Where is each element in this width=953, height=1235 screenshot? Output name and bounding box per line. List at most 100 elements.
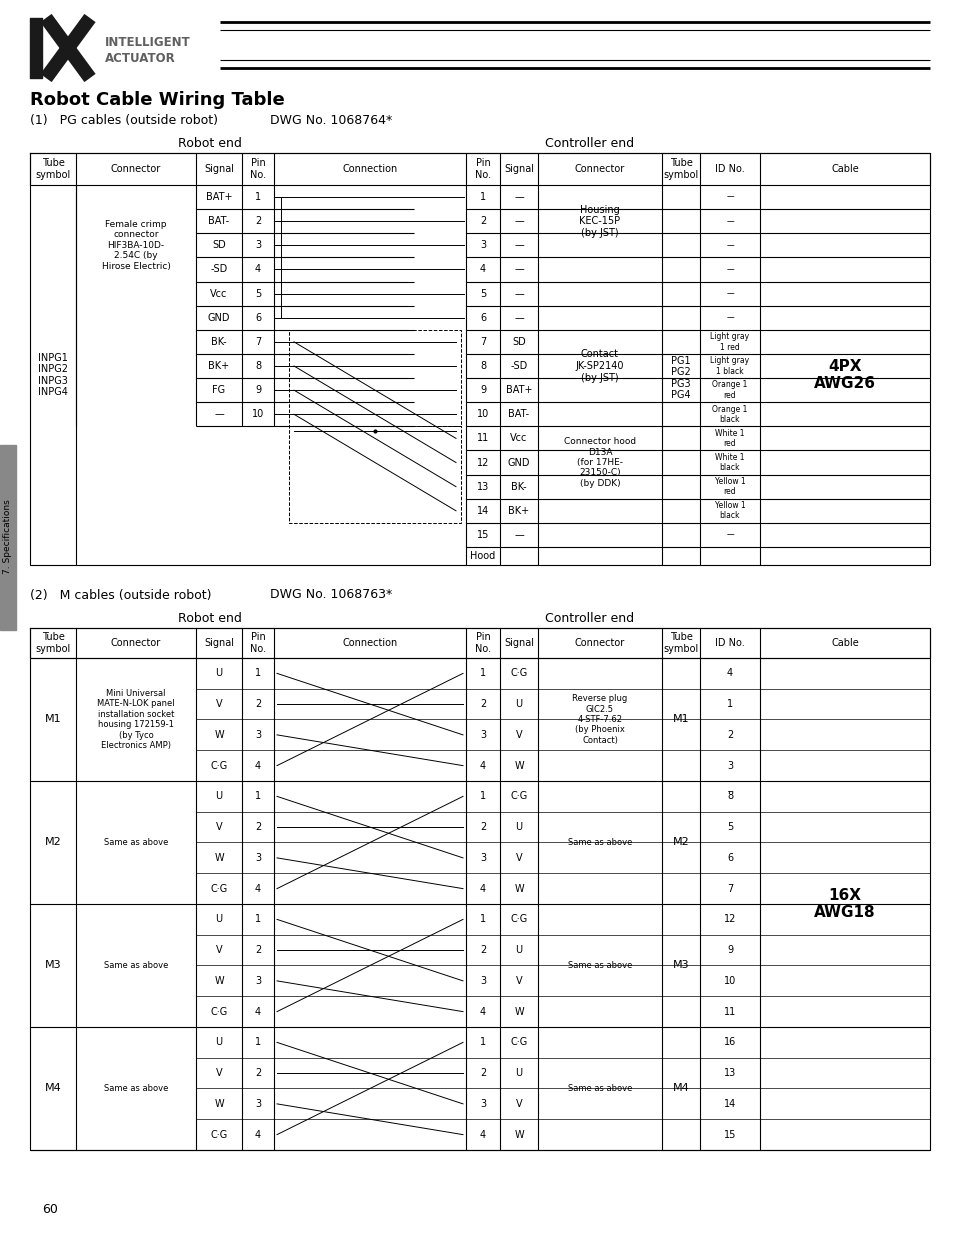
Text: 1: 1 (479, 792, 485, 802)
Text: V: V (516, 976, 521, 986)
Text: U: U (515, 1068, 522, 1078)
Text: GND: GND (208, 312, 230, 322)
Text: —: — (514, 241, 523, 251)
Text: Signal: Signal (204, 638, 233, 648)
Text: 4: 4 (479, 761, 485, 771)
Text: Female crimp
connector
HIF3BA-10D-
2.54C (by
Hirose Electric): Female crimp connector HIF3BA-10D- 2.54C… (101, 220, 171, 270)
Text: Tube
symbol: Tube symbol (35, 632, 71, 653)
Text: (1)   PG cables (outside robot): (1) PG cables (outside robot) (30, 114, 218, 126)
Text: Orange 1
black: Orange 1 black (712, 405, 747, 424)
Text: C·G: C·G (510, 668, 527, 678)
Text: W: W (514, 1130, 523, 1140)
Text: 2: 2 (479, 823, 486, 832)
Text: C·G: C·G (211, 1130, 228, 1140)
Text: 1: 1 (254, 1037, 261, 1047)
Text: 3: 3 (479, 241, 485, 251)
Text: —: — (725, 289, 733, 298)
Text: 7. Specifications: 7. Specifications (4, 500, 12, 574)
Text: U: U (215, 668, 222, 678)
Text: 4: 4 (254, 761, 261, 771)
Text: Connector: Connector (111, 164, 161, 174)
Text: 9: 9 (726, 945, 732, 955)
Text: 9: 9 (479, 385, 485, 395)
Text: 2: 2 (254, 945, 261, 955)
Text: 11: 11 (476, 433, 489, 443)
Text: Signal: Signal (204, 164, 233, 174)
Text: BAT-: BAT- (208, 216, 230, 226)
Text: 4: 4 (254, 264, 261, 274)
Text: U: U (215, 1037, 222, 1047)
Text: INPG1
INPG2
INPG3
INPG4: INPG1 INPG2 INPG3 INPG4 (38, 353, 68, 398)
Text: SD: SD (212, 241, 226, 251)
Text: DWG No. 1068764*: DWG No. 1068764* (270, 114, 392, 126)
Text: 13: 13 (476, 482, 489, 492)
Text: -SD: -SD (211, 264, 228, 274)
Text: Orange 1
red: Orange 1 red (712, 380, 747, 400)
Text: 1: 1 (254, 193, 261, 203)
Text: W: W (514, 761, 523, 771)
Text: 6: 6 (254, 312, 261, 322)
Text: BK+: BK+ (508, 506, 529, 516)
Text: BAT+: BAT+ (206, 193, 232, 203)
Text: M1: M1 (45, 715, 61, 725)
Text: BAT-: BAT- (508, 409, 529, 419)
Text: 3: 3 (254, 1099, 261, 1109)
Text: Signal: Signal (503, 638, 534, 648)
Text: 2: 2 (254, 216, 261, 226)
Text: M4: M4 (672, 1083, 689, 1093)
Text: 1: 1 (479, 1037, 485, 1047)
Text: Connector: Connector (575, 164, 624, 174)
Text: Same as above: Same as above (567, 961, 632, 969)
Text: Tube
symbol: Tube symbol (35, 158, 71, 180)
Text: U: U (215, 914, 222, 924)
Text: Light gray
1 red: Light gray 1 red (710, 332, 749, 352)
Text: —: — (213, 409, 224, 419)
Text: Same as above: Same as above (104, 961, 168, 969)
Text: V: V (516, 1099, 521, 1109)
Text: 10: 10 (723, 976, 736, 986)
Text: 14: 14 (476, 506, 489, 516)
Text: Connector hood
D13A
(for 17HE-
23150-C)
(by DDK): Connector hood D13A (for 17HE- 23150-C) … (563, 437, 636, 488)
Text: W: W (214, 853, 224, 863)
Bar (0, 445, 16, 630)
Text: Connection: Connection (342, 638, 397, 648)
Text: Yellow 1
red: Yellow 1 red (714, 477, 744, 496)
Text: Robot Cable Wiring Table: Robot Cable Wiring Table (30, 91, 284, 109)
Text: —: — (514, 264, 523, 274)
Text: 4: 4 (479, 1007, 485, 1016)
Bar (289, 426, 460, 522)
Text: 1: 1 (479, 914, 485, 924)
Text: 7: 7 (254, 337, 261, 347)
Text: V: V (215, 1068, 222, 1078)
Text: M3: M3 (45, 961, 61, 971)
Text: 12: 12 (723, 914, 736, 924)
Text: Housing
KEC-15P
(by JST): Housing KEC-15P (by JST) (578, 205, 619, 238)
Text: W: W (514, 1007, 523, 1016)
Text: —: — (725, 216, 733, 226)
Text: V: V (215, 823, 222, 832)
Text: Tube
symbol: Tube symbol (662, 632, 698, 653)
Text: Same as above: Same as above (567, 1084, 632, 1093)
Text: Cable: Cable (830, 638, 858, 648)
Text: Same as above: Same as above (104, 839, 168, 847)
Text: 2: 2 (479, 945, 486, 955)
Text: —: — (725, 266, 733, 274)
Text: INTELLIGENT: INTELLIGENT (105, 36, 191, 48)
Text: 3: 3 (254, 853, 261, 863)
Text: 4PX
AWG26: 4PX AWG26 (813, 359, 875, 391)
Text: 1: 1 (479, 668, 485, 678)
Text: 3: 3 (726, 761, 732, 771)
Text: Hood: Hood (470, 551, 496, 561)
Text: 3: 3 (254, 976, 261, 986)
Text: 8: 8 (479, 361, 485, 370)
Text: 10: 10 (476, 409, 489, 419)
Text: 7: 7 (479, 337, 486, 347)
Text: Cable: Cable (830, 164, 858, 174)
Text: 1: 1 (479, 193, 485, 203)
Text: Reverse plug
GIC2.5
4-STF-7.62
(by Phoenix
Contact): Reverse plug GIC2.5 4-STF-7.62 (by Phoen… (572, 694, 627, 745)
Text: Controller end: Controller end (545, 611, 634, 625)
Text: M2: M2 (45, 837, 61, 847)
Text: Vcc: Vcc (510, 433, 527, 443)
Text: 4: 4 (479, 1130, 485, 1140)
Text: M2: M2 (672, 837, 689, 847)
